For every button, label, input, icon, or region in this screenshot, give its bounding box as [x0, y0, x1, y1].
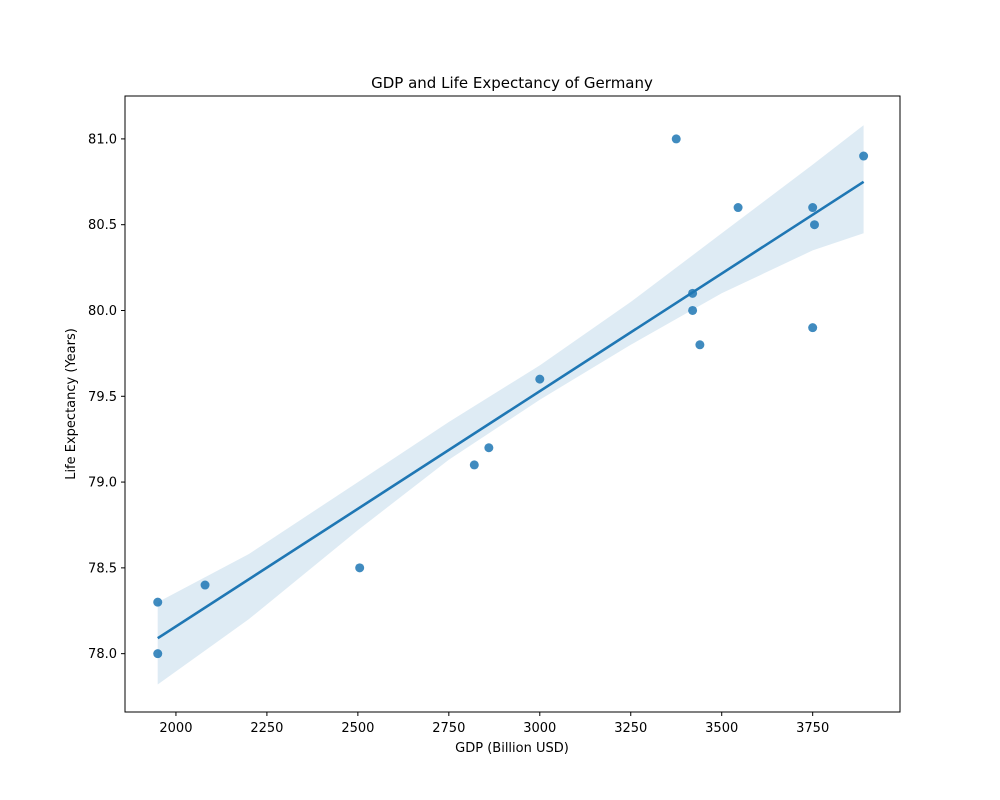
data-point	[355, 563, 365, 573]
data-point	[695, 340, 705, 350]
x-tick-label: 2750	[432, 721, 465, 736]
y-tick-label: 78.5	[88, 561, 117, 576]
data-point	[688, 305, 698, 315]
data-point	[153, 597, 163, 607]
y-tick-label: 80.5	[88, 218, 117, 233]
x-tick-label: 2000	[159, 721, 192, 736]
y-tick-label: 78.0	[88, 647, 117, 662]
data-point	[153, 649, 163, 659]
plot-area	[153, 125, 869, 685]
y-tick-label: 79.5	[88, 390, 117, 405]
x-tick-label: 2250	[250, 721, 283, 736]
data-point	[535, 374, 545, 384]
x-tick-label: 3250	[614, 721, 647, 736]
x-tick-label: 3750	[796, 721, 829, 736]
chart-title: GDP and Life Expectancy of Germany	[371, 74, 653, 92]
y-tick-label: 81.0	[88, 132, 117, 147]
x-tick-label: 2500	[341, 721, 374, 736]
y-axis-label: Life Expectancy (Years)	[64, 328, 79, 480]
data-point	[688, 288, 698, 298]
x-tick-label: 3500	[705, 721, 738, 736]
x-axis: 2000 2250 2500 2750 3000 3250 3500 3750	[159, 712, 829, 736]
data-point	[733, 203, 743, 213]
regression-line	[157, 180, 865, 640]
data-point	[808, 323, 818, 333]
data-point	[808, 203, 818, 213]
data-point	[469, 460, 479, 470]
y-tick-label: 80.0	[88, 304, 117, 319]
data-point	[671, 134, 681, 144]
data-point	[809, 220, 819, 230]
data-point	[859, 151, 869, 161]
data-point	[200, 580, 210, 590]
y-tick-label: 79.0	[88, 476, 117, 491]
y-axis: 78.0 78.5 79.0 79.5 80.0 80.5 81.0	[88, 132, 125, 662]
confidence-band	[157, 125, 864, 685]
x-axis-label: GDP (Billion USD)	[455, 741, 569, 756]
x-tick-label: 3000	[523, 721, 556, 736]
plot-frame	[124, 95, 901, 713]
data-point	[484, 443, 494, 453]
